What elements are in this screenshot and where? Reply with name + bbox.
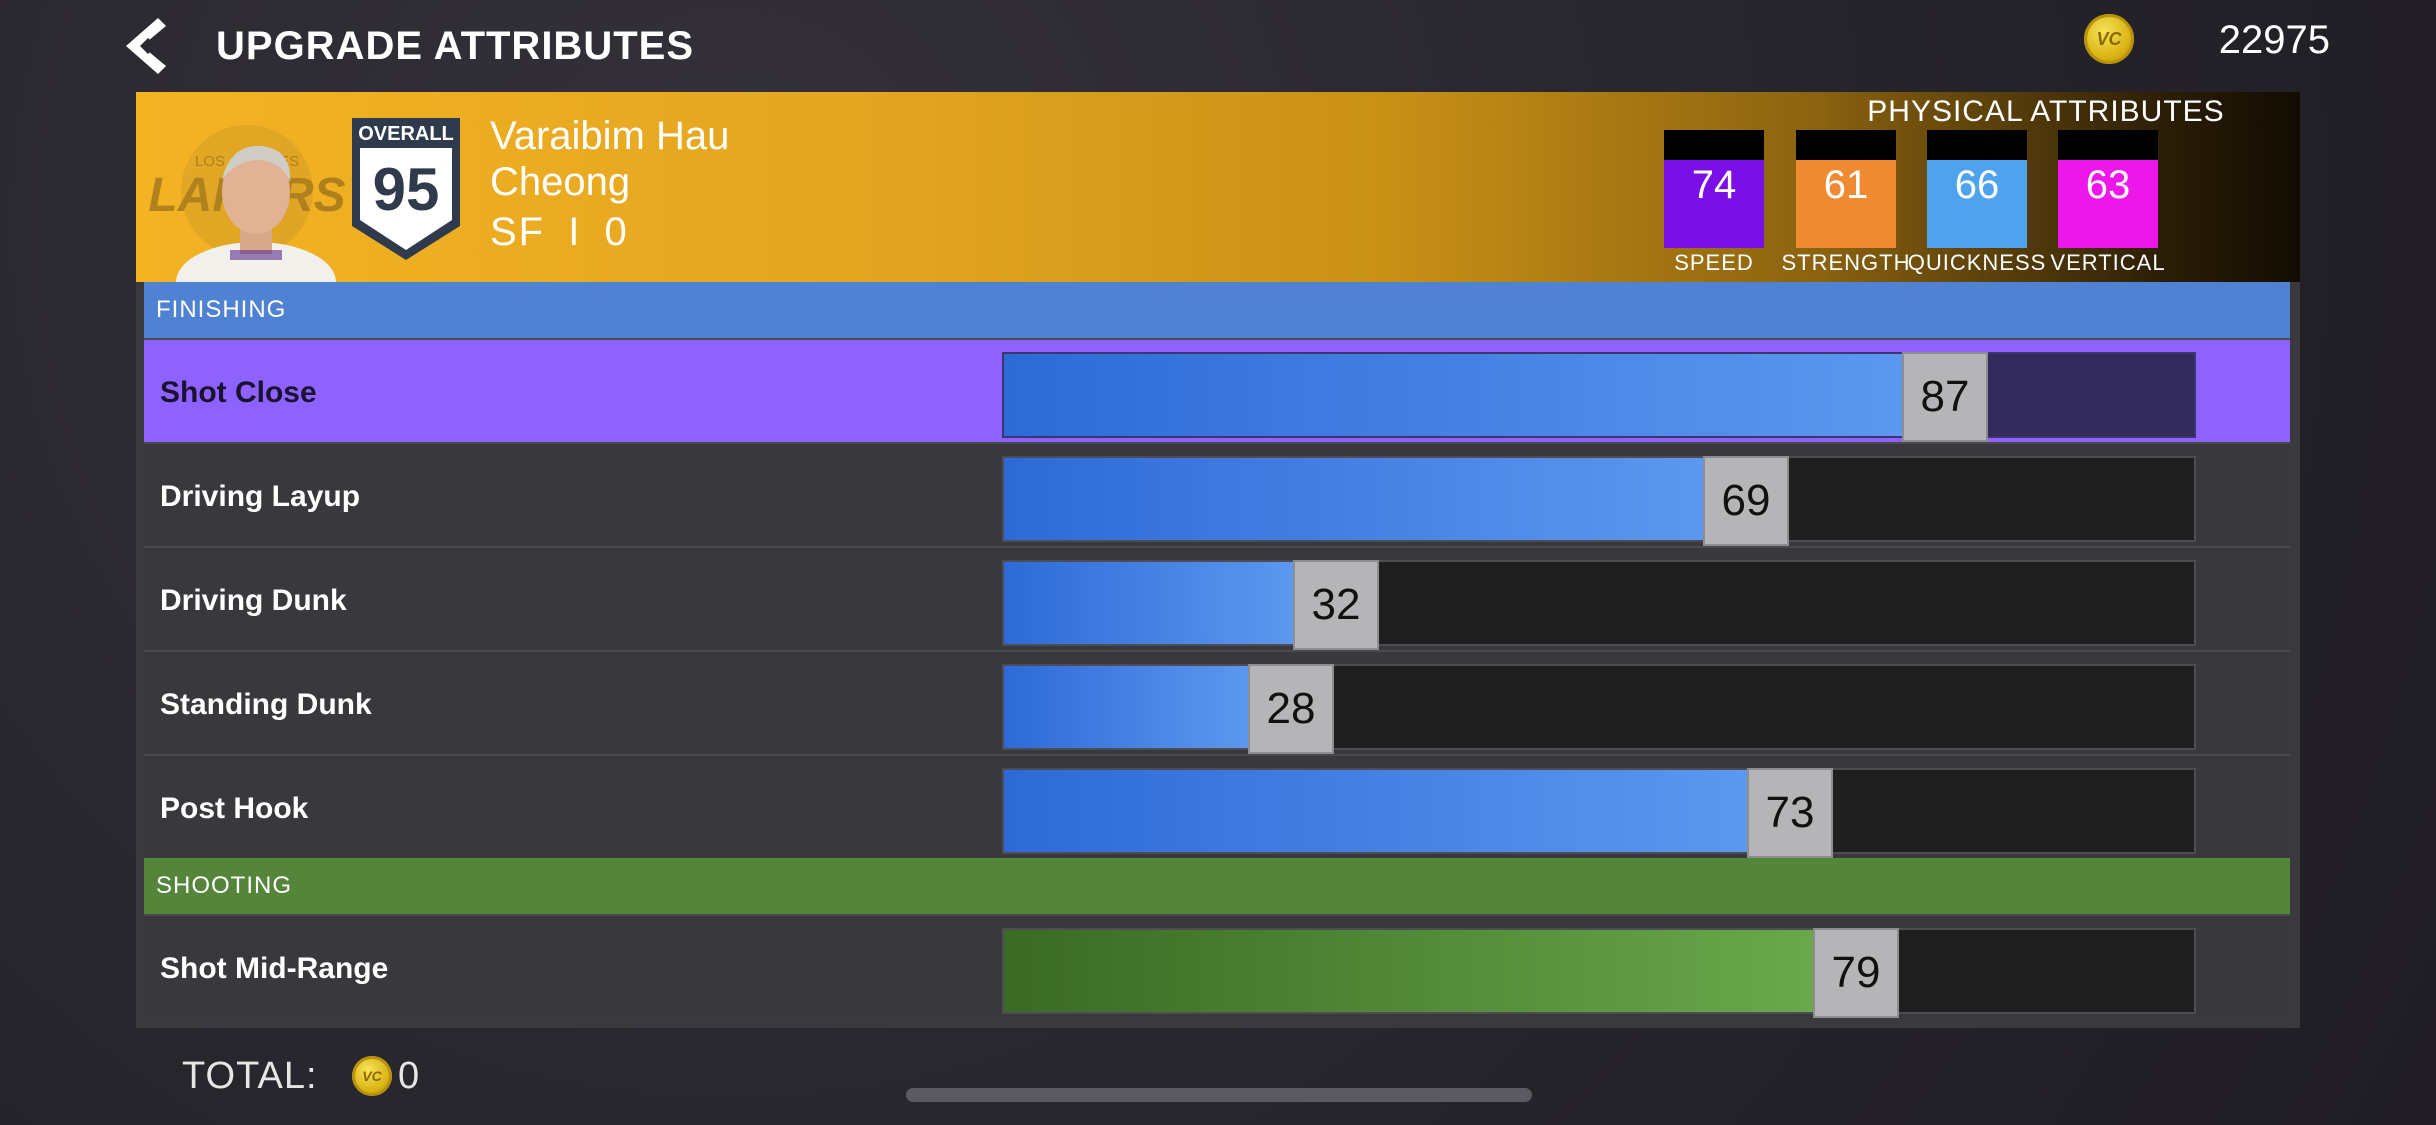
vc-coin-icon: VC xyxy=(2084,14,2134,64)
physical-stat-fill: 63 xyxy=(2058,160,2158,248)
attribute-row[interactable]: Driving Dunk 32 xyxy=(144,546,2290,650)
physical-stat-speed: 74 xyxy=(1664,130,1764,248)
category-label: SHOOTING xyxy=(156,872,293,899)
attribute-row[interactable]: Shot Mid-Range 79 xyxy=(144,914,2290,1018)
attribute-value: 28 xyxy=(1248,664,1334,754)
player-position-number: SF I 0 xyxy=(490,208,629,256)
vc-coin-icon: VC xyxy=(352,1056,392,1096)
physical-stat-label: STRENGTH xyxy=(1781,250,1911,275)
attribute-label: Shot Close xyxy=(160,376,317,409)
player-position: SF xyxy=(490,210,546,254)
attribute-row[interactable]: Standing Dunk 28 xyxy=(144,650,2290,754)
physical-attributes-title: PHYSICAL ATTRIBUTES xyxy=(1867,95,2225,128)
physical-stat-value: 63 xyxy=(2085,163,2131,207)
physical-stat-cap xyxy=(1664,130,1764,160)
total-label: TOTAL: xyxy=(182,1055,318,1097)
physical-stat-strength: 61 xyxy=(1796,130,1896,248)
home-indicator[interactable] xyxy=(906,1088,1532,1102)
attribute-bar-fill xyxy=(1004,666,1248,748)
physical-stat-label: SPEED xyxy=(1674,250,1754,275)
physical-stat-quickness: 66 xyxy=(1927,130,2027,248)
svg-text:OVERALL: OVERALL xyxy=(358,123,454,145)
player-portrait xyxy=(176,145,336,282)
physical-stat-value: 66 xyxy=(1954,163,2000,207)
attribute-value: 32 xyxy=(1293,560,1379,650)
attribute-label: Driving Layup xyxy=(160,480,361,513)
attribute-label: Shot Mid-Range xyxy=(160,952,389,985)
attribute-row[interactable]: Post Hook 73 xyxy=(144,754,2290,858)
attribute-value: 87 xyxy=(1902,352,1988,442)
page-title: UPGRADE ATTRIBUTES xyxy=(216,24,694,68)
svg-text:95: 95 xyxy=(373,156,440,223)
player-number: 0 xyxy=(604,210,629,254)
attribute-bar[interactable]: 69 xyxy=(1002,456,2196,546)
attribute-bar-fill xyxy=(1004,770,1747,852)
separator: I xyxy=(568,210,582,254)
overall-badge: OVERALL 95 xyxy=(352,118,460,260)
top-bar: UPGRADE ATTRIBUTES VC 22975 xyxy=(0,0,2436,92)
attribute-value: 69 xyxy=(1703,456,1789,546)
attribute-bar-fill xyxy=(1004,458,1703,540)
attributes-panel: LOS ANGELES LAKERS OVERALL 95 Varaibim H… xyxy=(136,92,2300,1028)
vc-balance: 22975 xyxy=(2218,18,2330,62)
attribute-bar[interactable]: 73 xyxy=(1002,768,2196,858)
attribute-label: Standing Dunk xyxy=(160,688,372,721)
player-first-name: Varaibim Hau xyxy=(490,114,730,158)
attribute-bar-fill xyxy=(1004,562,1293,644)
attribute-bar[interactable]: 79 xyxy=(1002,928,2196,1018)
physical-stat-cap xyxy=(1796,130,1896,160)
player-header: LOS ANGELES LAKERS OVERALL 95 Varaibim H… xyxy=(136,92,2300,282)
category-label: FINISHING xyxy=(156,296,287,323)
back-arrow-icon xyxy=(126,18,166,74)
physical-stat-vertical: 63 xyxy=(2058,130,2158,248)
physical-stat-label: QUICKNESS xyxy=(1907,250,2047,275)
physical-stat-label: VERTICAL xyxy=(2050,250,2166,275)
attribute-value: 73 xyxy=(1747,768,1833,858)
back-button[interactable] xyxy=(118,14,182,78)
attribute-label: Post Hook xyxy=(160,792,309,825)
attribute-bar[interactable]: 32 xyxy=(1002,560,2196,650)
attribute-value: 79 xyxy=(1813,928,1899,1018)
attribute-bar-fill xyxy=(1004,930,1813,1012)
player-last-name: Cheong xyxy=(490,160,631,204)
attribute-row[interactable]: Shot Close 87 xyxy=(144,338,2290,442)
physical-stat-value: 61 xyxy=(1823,163,1869,207)
physical-stat-fill: 74 xyxy=(1664,160,1764,248)
attribute-row[interactable]: Driving Layup 69 xyxy=(144,442,2290,546)
category-header-finishing: FINISHING xyxy=(144,282,2290,338)
physical-stat-fill: 61 xyxy=(1796,160,1896,248)
physical-stat-fill: 66 xyxy=(1927,160,2027,248)
attribute-bar[interactable]: 87 xyxy=(1002,352,2196,442)
attribute-bar-fill xyxy=(1004,354,1902,436)
attribute-label: Driving Dunk xyxy=(160,584,347,617)
physical-stat-cap xyxy=(2058,130,2158,160)
category-header-shooting: SHOOTING xyxy=(144,858,2290,914)
attribute-bar[interactable]: 28 xyxy=(1002,664,2196,754)
physical-stat-cap xyxy=(1927,130,2027,160)
physical-stat-value: 74 xyxy=(1691,163,1737,207)
total-value: 0 xyxy=(398,1055,420,1097)
